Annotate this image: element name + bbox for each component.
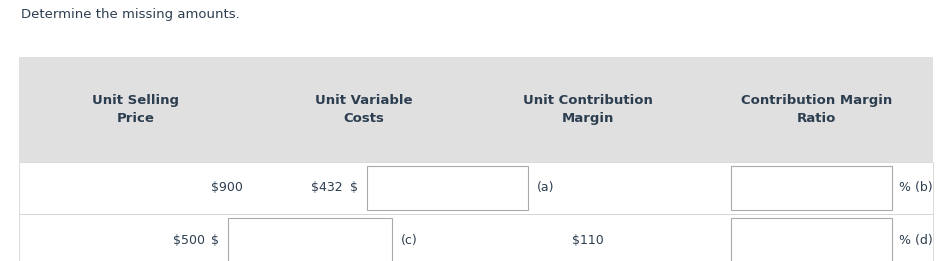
Text: $900: $900 — [211, 181, 243, 194]
Text: (c): (c) — [401, 234, 418, 247]
Text: Contribution Margin
Ratio: Contribution Margin Ratio — [741, 94, 892, 125]
Text: $500: $500 — [172, 234, 205, 247]
Text: % (d): % (d) — [899, 234, 932, 247]
Text: Unit Contribution
Margin: Unit Contribution Margin — [523, 94, 653, 125]
Text: $: $ — [211, 234, 219, 247]
Text: $110: $110 — [572, 234, 604, 247]
Bar — [228, 218, 392, 261]
Bar — [367, 166, 528, 210]
Text: Unit Variable
Costs: Unit Variable Costs — [315, 94, 413, 125]
Text: Determine the missing amounts.: Determine the missing amounts. — [21, 8, 240, 21]
Bar — [731, 218, 892, 261]
Bar — [19, 57, 933, 162]
Bar — [19, 162, 933, 214]
Text: $432: $432 — [311, 181, 343, 194]
Text: (a): (a) — [537, 181, 554, 194]
Bar — [731, 166, 892, 210]
Text: % (b): % (b) — [899, 181, 932, 194]
Text: Unit Selling
Price: Unit Selling Price — [92, 94, 179, 125]
Bar — [19, 214, 933, 261]
Text: $: $ — [350, 181, 358, 194]
